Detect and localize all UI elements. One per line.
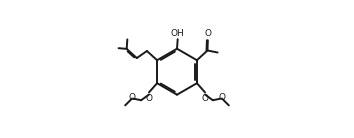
Text: O: O (145, 94, 152, 103)
Text: O: O (204, 29, 211, 38)
Text: OH: OH (171, 29, 184, 38)
Text: O: O (202, 94, 209, 103)
Text: O: O (129, 93, 136, 102)
Text: O: O (218, 93, 225, 102)
